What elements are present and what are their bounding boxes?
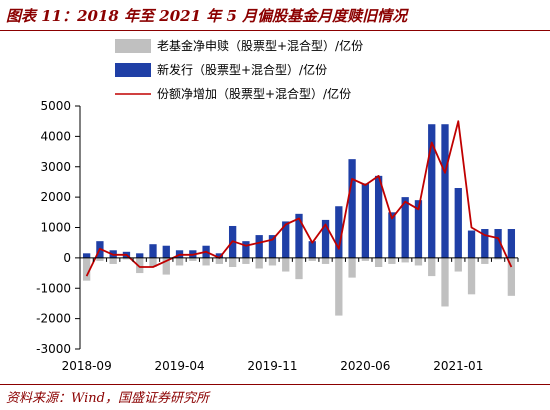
source-note: 资料来源：Wind，国盛证券研究所 <box>6 391 209 406</box>
redemption-bar <box>348 257 356 278</box>
y-tick-label: 1000 <box>40 221 71 235</box>
legend-new-issue-swatch <box>115 63 151 77</box>
net-increase-polyline <box>85 120 513 277</box>
new-issue-bars <box>82 124 516 258</box>
y-tick-label: 3000 <box>40 160 71 174</box>
new-issue-bar <box>374 175 383 258</box>
x-tick-label: 2021-01 <box>433 359 483 373</box>
redemption-bar <box>507 257 516 296</box>
redemption-bar <box>122 257 131 260</box>
new-issue-bar <box>295 213 303 258</box>
redemption-bar <box>282 257 290 272</box>
redemption-bar <box>295 257 303 280</box>
chart-legend: 老基金净申赎（股票型+混合型）/亿份新发行（股票型+混合型）/亿份份额净增加（股… <box>115 38 363 101</box>
y-tick-label: 2000 <box>40 190 71 204</box>
redemption-bar <box>308 257 316 261</box>
redemption-bar <box>481 257 489 264</box>
redemption-bar <box>454 257 462 272</box>
new-issue-bar <box>268 235 277 258</box>
x-tick-label: 2019-11 <box>247 359 297 373</box>
new-issue-bar <box>335 206 343 258</box>
redemption-bar <box>428 257 436 277</box>
chart-title: 图表 11：2018 年至 2021 年 5 月偏股基金月度赎旧情况 <box>6 7 408 25</box>
redemption-bar <box>149 257 157 267</box>
redemption-bar <box>494 257 502 260</box>
new-issue-bar <box>136 253 144 258</box>
redemption-bar <box>374 257 383 267</box>
redemption-bar <box>255 257 263 269</box>
y-tick-label: -1000 <box>36 281 71 295</box>
redemption-bar <box>441 257 449 307</box>
new-issue-bar <box>215 253 224 258</box>
new-issue-bar <box>388 212 396 258</box>
y-tick-label: 4000 <box>40 129 71 143</box>
new-issue-bar <box>441 124 449 258</box>
new-issue-bar <box>162 245 170 258</box>
legend-redemption-swatch <box>115 39 151 53</box>
y-tick-label: 0 <box>63 251 71 265</box>
chart-area: 老基金净申赎（股票型+混合型）/亿份新发行（股票型+混合型）/亿份份额净增加（股… <box>36 38 519 373</box>
redemption-bar <box>109 257 117 264</box>
new-issue-bar <box>467 230 476 258</box>
redemption-bar <box>335 257 343 316</box>
redemption-bar <box>175 257 184 266</box>
new-issue-bar <box>308 241 316 258</box>
redemption-bar <box>361 257 370 261</box>
new-issue-bar <box>255 235 263 258</box>
new-issue-bar <box>428 124 436 258</box>
redemption-bar <box>228 257 237 267</box>
x-axis: 2018-09 2019-04 2019-11 2020-06 2021-01 <box>62 257 519 373</box>
new-issue-bar <box>481 229 489 258</box>
y-axis: -3000 -2000 -1000 0 1000 2000 3000 4000 5000 <box>36 99 81 356</box>
net-increase-line <box>85 120 513 277</box>
redemption-bar <box>467 257 476 295</box>
new-issue-bar <box>242 241 250 258</box>
redemption-bar <box>136 257 144 274</box>
redemption-bar <box>401 257 409 263</box>
y-tick-label: -2000 <box>36 312 71 326</box>
new-issue-bar <box>507 229 516 258</box>
new-issue-bar <box>282 221 290 258</box>
redemption-bar <box>268 257 277 266</box>
x-tick-label: 2018-09 <box>62 359 112 373</box>
redemption-bar <box>242 257 250 264</box>
new-issue-bar <box>361 183 370 258</box>
redemption-bar <box>321 257 330 264</box>
new-issue-bar <box>82 253 91 258</box>
title-divider <box>0 30 550 31</box>
redemption-bar <box>202 257 210 266</box>
new-issue-bar <box>414 200 423 258</box>
redemption-bar <box>96 257 104 261</box>
redemption-bar <box>215 257 224 264</box>
legend-net-increase-label: 份额净增加（股票型+混合型）/亿份 <box>157 86 351 101</box>
new-issue-bar <box>494 229 502 258</box>
redemption-bar <box>189 257 197 261</box>
redemption-bar <box>414 257 423 266</box>
footer-divider <box>0 384 550 385</box>
new-issue-bar <box>321 219 330 258</box>
y-tick-label: 5000 <box>40 99 71 113</box>
legend-new-issue-label: 新发行（股票型+混合型）/亿份 <box>157 62 327 77</box>
legend-redemption-label: 老基金净申赎（股票型+混合型）/亿份 <box>157 38 363 53</box>
new-issue-bar <box>454 188 462 258</box>
y-tick-label: -3000 <box>36 342 71 356</box>
new-issue-bar <box>149 244 157 258</box>
new-issue-bar <box>401 197 409 258</box>
redemption-bars <box>82 257 516 316</box>
x-tick-label: 2020-06 <box>340 359 390 373</box>
x-tick-label: 2019-04 <box>154 359 204 373</box>
redemption-bar <box>162 257 170 275</box>
redemption-bar <box>82 257 91 281</box>
new-issue-bar <box>348 159 356 258</box>
redemption-bar <box>388 257 396 264</box>
